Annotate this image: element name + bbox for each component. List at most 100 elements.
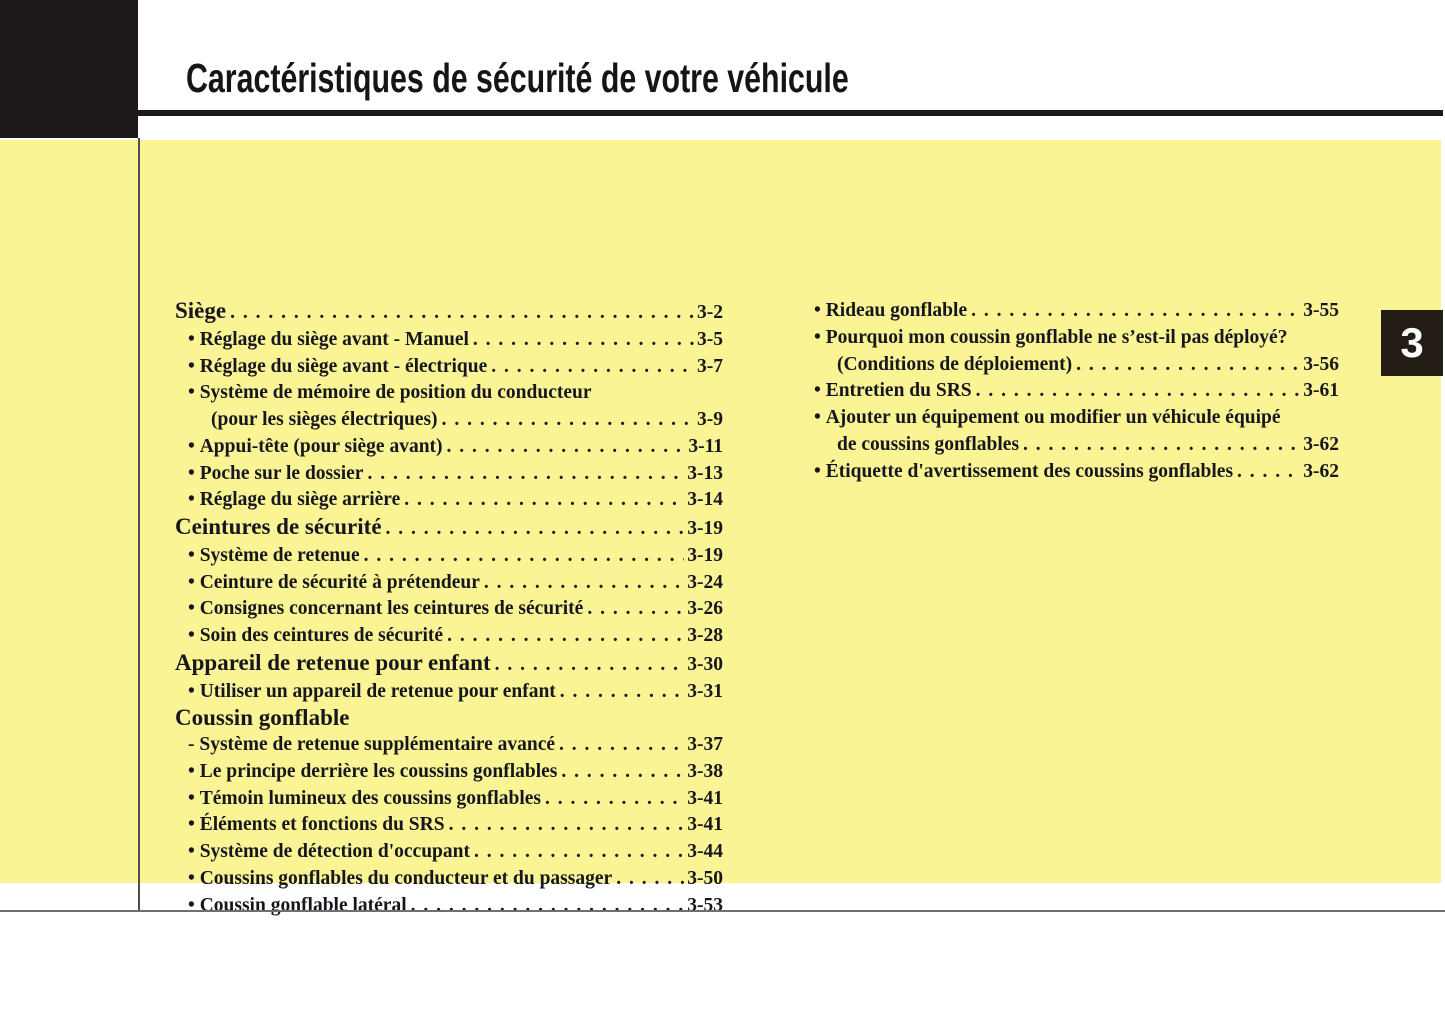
page-number: 3-61 [1303, 380, 1339, 402]
dot-leader [411, 893, 685, 920]
page-number: 3-7 [697, 355, 723, 377]
toc-entry-label: Ajouter un équipement ou modifier un véh… [825, 407, 1281, 428]
toc-entry-label: Utiliser un appareil de retenue pour enf… [199, 680, 556, 702]
dot-leader [442, 407, 694, 434]
page-number: 3-62 [1303, 433, 1339, 455]
page-title: Caractéristiques de sécurité de votre vé… [186, 55, 849, 101]
dot-leader [545, 786, 684, 813]
dot-leader [447, 623, 684, 650]
page-number: 3-14 [687, 489, 723, 511]
toc-entry: Soin des ceintures de sécurité 3-28 [175, 623, 723, 650]
toc-entry: Pourquoi mon coussin gonflable ne s’est-… [801, 325, 1339, 352]
toc-entry-label: Consignes concernant les ceintures de sé… [199, 598, 584, 620]
page-number: 3-11 [688, 435, 723, 457]
bullet-icon [188, 487, 200, 514]
bullet-icon [188, 839, 200, 866]
toc-entry-label: Éléments et fonctions du SRS [199, 814, 445, 836]
margin-vertical-rule [138, 138, 140, 912]
dot-leader [559, 732, 684, 759]
page-number: 3-41 [687, 814, 723, 836]
toc-entry-label: Système de retenue [199, 544, 360, 566]
toc-entry: Étiquette d'avertissement des coussins g… [801, 459, 1339, 486]
toc-entry-label: Étiquette d'avertissement des coussins g… [825, 460, 1234, 482]
dot-leader [386, 516, 685, 543]
page-number: 3-5 [697, 328, 723, 350]
dot-leader [491, 354, 694, 381]
toc-left-column: Siège 3-2 Réglage du siège avant - Manuel 3… [175, 298, 723, 919]
dot-leader [447, 434, 686, 461]
page-number: 3-26 [687, 598, 723, 620]
chapter-tab: 3 [1381, 310, 1443, 376]
toc-entry: Témoin lumineux des coussins gonflables 3… [175, 786, 723, 813]
bullet-icon [188, 327, 200, 354]
toc-entry: Utiliser un appareil de retenue pour enf… [175, 679, 723, 706]
page-number: 3-62 [1303, 460, 1339, 482]
toc-entry-label: Témoin lumineux des coussins gonflables [199, 787, 542, 809]
toc-entry: Réglage du siège arrière 3-14 [175, 487, 723, 514]
toc-entry: Système de mémoire de position du conduc… [175, 380, 723, 407]
dot-leader [367, 461, 684, 488]
toc-entry-label: (pour les sièges électriques) [211, 409, 438, 430]
bullet-icon [188, 812, 200, 839]
toc-entry: Coussin gonflable [175, 705, 723, 732]
toc-entry-label: Système de mémoire de position du conduc… [199, 382, 592, 404]
toc-entry-label: (Conditions de déploiement) [837, 353, 1073, 375]
page-number: 3-50 [687, 867, 723, 889]
bullet-icon [188, 596, 200, 623]
bullet-icon [188, 866, 200, 893]
bullet-icon [188, 893, 200, 920]
toc-entry: Ceinture de sécurité à prétendeur 3-24 [175, 570, 723, 597]
toc-entry: Siège 3-2 [175, 298, 723, 327]
dot-leader [1023, 432, 1300, 459]
toc-entry-label: Rideau gonflable [825, 300, 968, 321]
page-number: 3-38 [687, 760, 723, 782]
toc-entry: de coussins gonflables 3-62 [801, 432, 1339, 459]
page-number: 3-44 [687, 841, 723, 862]
dot-leader [1076, 352, 1300, 379]
toc-entry: Appui-tête (pour siège avant) 3-11 [175, 434, 723, 461]
dot-leader [230, 300, 694, 327]
toc-entry-label: Le principe derrière les coussins gonfla… [199, 760, 558, 782]
toc-entry-label: Système de détection d'occupant [199, 841, 470, 862]
page-number: 3-9 [697, 409, 723, 430]
dash-icon [188, 732, 199, 759]
toc-entry-label: Réglage du siège arrière [199, 489, 401, 511]
dot-leader [587, 596, 684, 623]
toc-entry: Coussins gonflables du conducteur et du … [175, 866, 723, 893]
toc-entry-label: Réglage du siège avant - électrique [199, 355, 488, 377]
toc-entry: Ajouter un équipement ou modifier un véh… [801, 405, 1339, 432]
toc-entry-label: Coussin gonflable latéral [199, 894, 407, 916]
dot-leader [561, 759, 684, 786]
dot-leader [1237, 459, 1300, 486]
toc-entry: Consignes concernant les ceintures de sé… [175, 596, 723, 623]
toc-entry-label: de coussins gonflables [837, 433, 1020, 455]
title-underline-rule [138, 110, 1443, 116]
page-number: 3-19 [687, 518, 723, 539]
toc-entry-label: Soin des ceintures de sécurité [199, 625, 444, 646]
toc-entry-label: Ceintures de sécurité [175, 514, 382, 539]
dot-leader [484, 570, 684, 597]
dot-leader [449, 812, 685, 839]
toc-entry-label: Système de retenue supplémentaire avancé [199, 734, 556, 755]
dot-leader [495, 652, 685, 679]
page-number: 3-19 [687, 544, 723, 566]
toc-entry-label: Pourquoi mon coussin gonflable ne s’est-… [825, 326, 1288, 348]
page-number: 3-53 [687, 894, 723, 916]
toc-entry-label: Entretien du SRS [825, 380, 972, 402]
toc-entry: (Conditions de déploiement) 3-56 [801, 352, 1339, 379]
dot-leader [616, 866, 684, 893]
page-number: 3-31 [687, 680, 723, 702]
page-number: 3-28 [687, 625, 723, 646]
bullet-icon [188, 543, 200, 570]
toc-entry-label: Appareil de retenue pour enfant [175, 649, 491, 675]
toc-entry: Poche sur le dossier 3-13 [175, 461, 723, 488]
toc-entry: (pour les sièges électriques) 3-9 [175, 407, 723, 434]
dot-leader [971, 298, 1300, 325]
bullet-icon [188, 570, 200, 597]
bullet-icon [188, 354, 200, 381]
toc-entry-label: Siège [175, 298, 227, 323]
page-number: 3-37 [687, 734, 723, 755]
dot-leader [474, 839, 684, 866]
bullet-icon [188, 759, 200, 786]
toc-entry: Coussin gonflable latéral 3-53 [175, 893, 723, 920]
